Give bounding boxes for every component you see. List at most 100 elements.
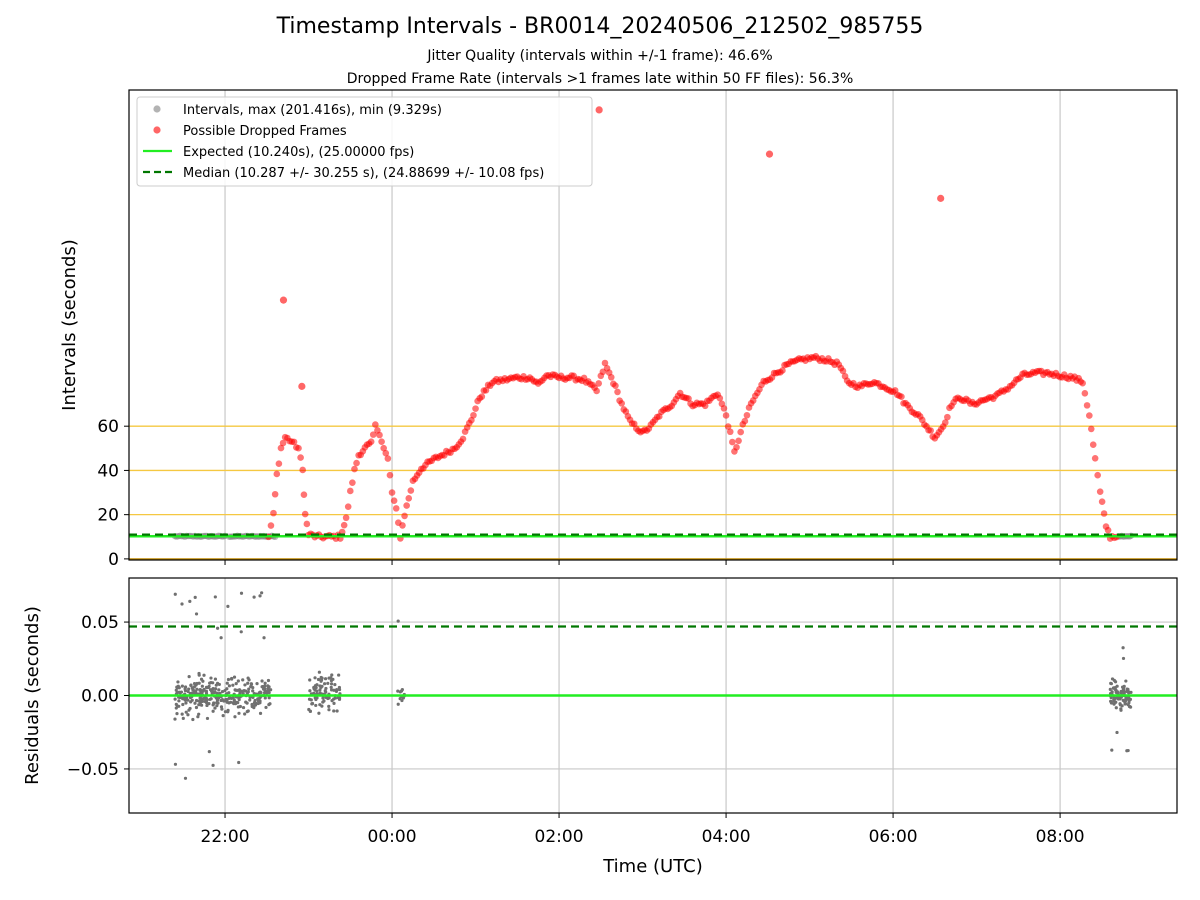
dropped-frame-point [724,423,732,430]
legend-label: Possible Dropped Frames [183,124,347,139]
residual-point [266,686,270,691]
residual-point [191,717,195,722]
residual-point [183,776,188,780]
residual-point [322,699,326,703]
residual-point [1121,646,1125,650]
dropped-frame-point [300,491,308,498]
residual-point [252,595,256,599]
dropped-frame-point [927,427,934,434]
residual-point [238,691,242,695]
residual-point [399,689,404,693]
residual-point [1125,687,1129,691]
residual-point [333,682,337,687]
residual-point [176,680,180,684]
top-y-tick-label: 20 [97,506,119,526]
residual-point [330,673,334,677]
residual-point [329,682,334,686]
residual-point [215,704,219,708]
residual-point [225,687,229,691]
residual-point [245,701,249,705]
residual-point [220,689,225,694]
residual-point [1127,701,1131,705]
dropped-frame-point [478,393,486,400]
residual-point [193,595,197,600]
dropped-frame-point [482,387,490,394]
residual-point [213,706,217,710]
residual-point [335,709,339,713]
residual-point [184,701,188,705]
dropped-frame-point [369,431,377,438]
residual-point [188,691,192,696]
residual-point [1120,704,1124,708]
dropped-frame-point [1083,402,1091,409]
residual-point [1113,680,1118,684]
residual-point [226,677,231,682]
dropped-frame-point [399,522,406,529]
residual-point [180,602,184,606]
residual-point [1109,682,1114,686]
residual-point [248,698,252,702]
dropped-frame-point [737,428,744,436]
residual-point [337,697,342,701]
dropped-frame-point [618,400,625,407]
residual-point [318,688,322,692]
dropped-frame-point [601,359,609,367]
x-axis-label: Time (UTC) [602,856,703,877]
residual-point [212,701,216,705]
residual-point [258,594,262,598]
residual-point [211,709,215,713]
dropped-frame-point [741,417,749,425]
dropped-frame-point [1079,379,1086,387]
dropped-frame-point [459,435,467,443]
residual-point [1110,748,1114,752]
residual-point [215,626,220,630]
residual-point [176,684,180,688]
residual-point [173,592,177,596]
residual-point [251,689,255,693]
residual-point [196,715,200,719]
bottom-y-tick-label: 0.05 [81,613,119,633]
dropped-frame-point [1091,454,1099,462]
residual-point [317,670,321,674]
legend-label: Median (10.287 +/- 30.255 s), (24.88699 … [183,166,544,181]
residual-point [1113,700,1117,704]
residual-point [211,686,215,691]
dropped-frame-point [301,510,309,518]
residual-point [310,702,314,706]
residual-point [1120,685,1125,689]
residual-point [221,714,225,718]
residual-point [267,690,271,695]
residual-point [180,712,184,716]
dropped-frame-point [1100,510,1108,517]
residual-point [186,698,190,702]
dropped-frame-outlier [937,194,945,202]
residual-point [175,712,179,716]
residual-point [231,683,235,687]
residual-point [269,688,273,692]
residual-point [209,697,213,701]
residual-point [317,711,321,715]
residual-point [263,696,267,700]
top-axes-frame [128,89,1178,561]
dropped-frame-point [941,419,949,426]
residual-point [309,698,313,702]
residual-point [213,595,217,599]
residual-point [213,687,218,691]
top-y-axis-label: Intervals (seconds) [59,239,80,411]
chart-subtitle-jitter: Jitter Quality (intervals within +/-1 fr… [427,48,773,64]
x-tick-label: 00:00 [368,827,417,847]
residual-point [225,699,229,703]
residual-point [267,696,271,700]
residual-point [318,703,322,707]
residual-point [198,688,202,692]
residual-point [194,698,199,703]
residual-point [235,688,239,692]
residual-point [205,703,209,708]
residual-point [326,681,330,685]
residual-point [1122,691,1126,695]
dropped-frame-point [735,437,742,445]
residual-point [237,760,241,765]
residual-point [245,710,249,714]
dropped-frame-point [290,438,298,446]
residual-point [197,699,201,703]
